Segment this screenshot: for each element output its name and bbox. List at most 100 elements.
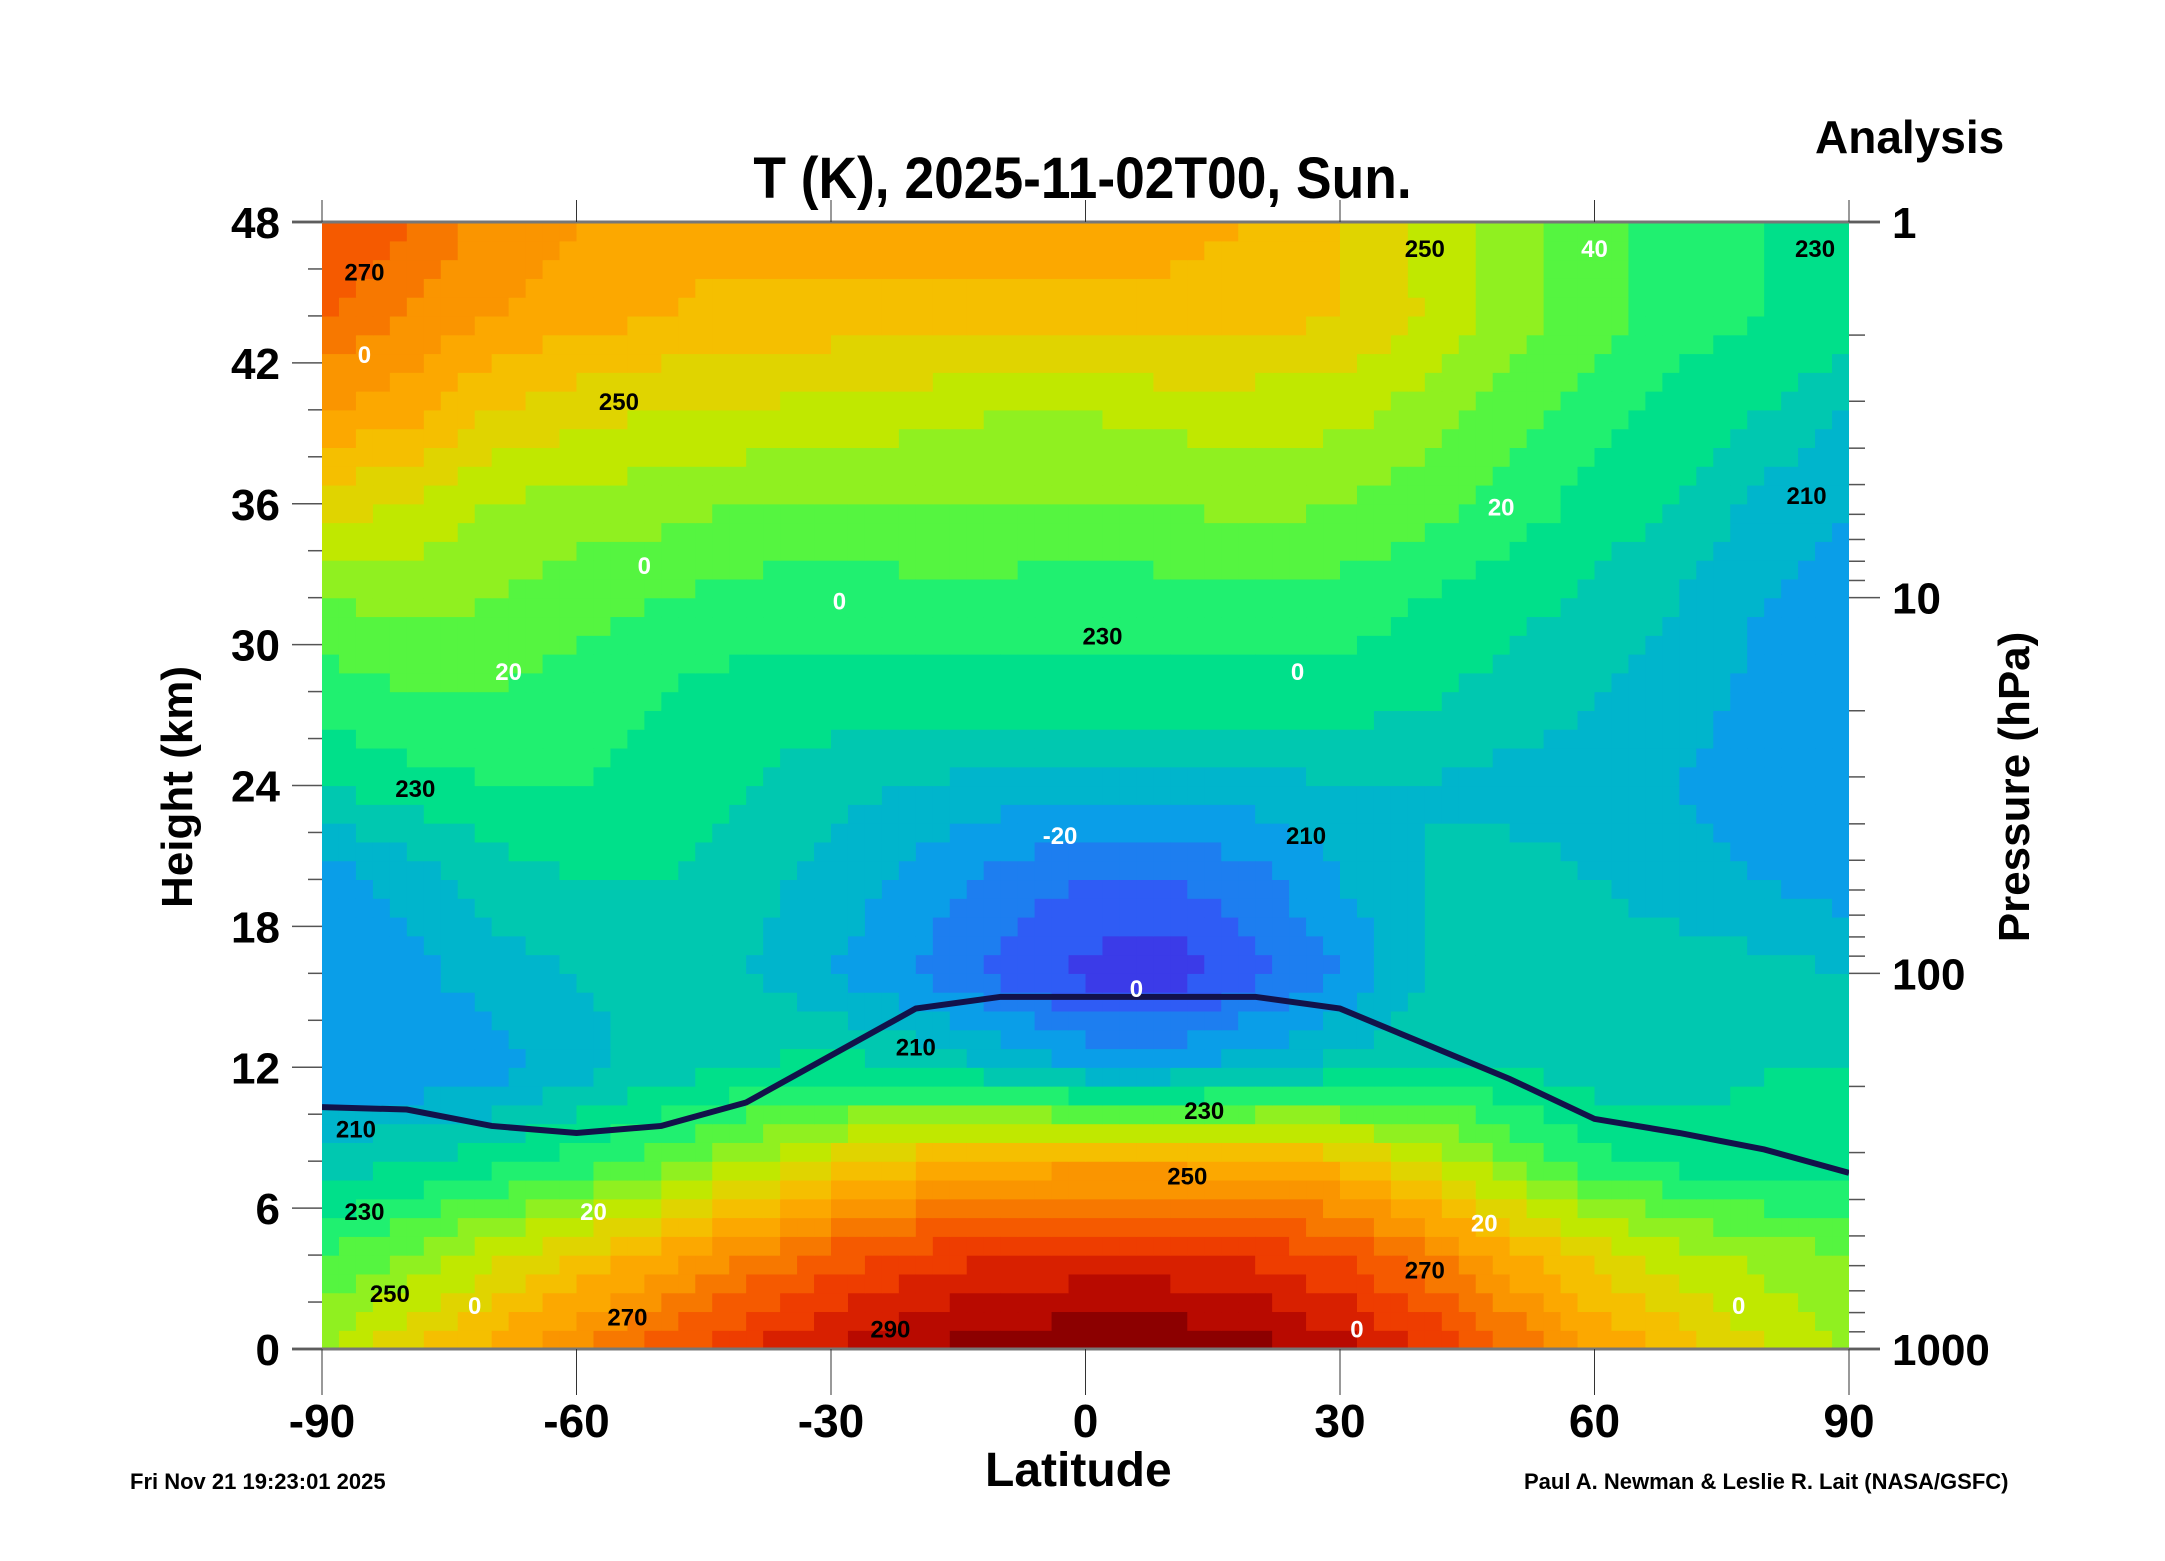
temperature-cell bbox=[1034, 654, 1053, 674]
temperature-cell bbox=[847, 484, 866, 505]
temperature-cell bbox=[1356, 1067, 1375, 1087]
temperature-cell bbox=[1221, 935, 1239, 956]
temperature-cell bbox=[423, 1311, 442, 1331]
temperature-cell bbox=[1153, 654, 1171, 674]
temperature-cell bbox=[440, 1086, 459, 1106]
temperature-cell bbox=[1662, 334, 1680, 355]
temperature-cell bbox=[1798, 898, 1816, 918]
temperature-cell bbox=[780, 578, 798, 599]
temperature-cell bbox=[610, 1048, 628, 1068]
temperature-cell bbox=[1000, 484, 1019, 505]
temperature-cell bbox=[338, 823, 357, 843]
temperature-cell bbox=[881, 1311, 900, 1331]
temperature-cell bbox=[1373, 616, 1392, 636]
temperature-cell bbox=[1051, 785, 1070, 805]
temperature-cell bbox=[898, 1292, 917, 1313]
temperature-cell bbox=[1373, 747, 1392, 768]
temperature-cell bbox=[457, 1198, 476, 1219]
temperature-cell bbox=[1136, 560, 1154, 580]
temperature-cell bbox=[932, 954, 951, 974]
temperature-cell bbox=[423, 1123, 442, 1143]
temperature-cell bbox=[763, 729, 781, 749]
temperature-cell bbox=[1272, 1311, 1290, 1331]
temperature-cell bbox=[322, 691, 340, 711]
temperature-cell bbox=[1577, 804, 1596, 824]
temperature-cell bbox=[1628, 1198, 1646, 1219]
temperature-cell bbox=[1051, 691, 1070, 711]
temperature-cell bbox=[1068, 315, 1087, 336]
temperature-cell bbox=[559, 804, 578, 824]
temperature-cell bbox=[1764, 1236, 1782, 1256]
temperature-cell bbox=[542, 315, 561, 336]
temperature-cell bbox=[712, 766, 730, 787]
temperature-cell bbox=[508, 766, 527, 787]
temperature-cell bbox=[355, 898, 374, 918]
temperature-cell bbox=[1000, 672, 1019, 693]
temperature-cell bbox=[1034, 879, 1053, 899]
temperature-cell bbox=[1085, 1142, 1104, 1162]
temperature-cell bbox=[1798, 823, 1816, 843]
temperature-cell bbox=[1611, 447, 1630, 467]
temperature-cell bbox=[372, 1048, 391, 1068]
temperature-cell bbox=[1153, 447, 1171, 467]
temperature-cell bbox=[372, 1029, 391, 1050]
temperature-cell bbox=[576, 691, 595, 711]
temperature-cell bbox=[1000, 691, 1019, 711]
temperature-cell bbox=[983, 1255, 1002, 1275]
temperature-cell bbox=[1085, 597, 1104, 618]
temperature-cell bbox=[1577, 1161, 1596, 1181]
temperature-cell bbox=[525, 823, 544, 843]
temperature-cell bbox=[1781, 1179, 1799, 1200]
temperature-cell bbox=[1730, 710, 1748, 730]
temperature-cell bbox=[864, 541, 883, 561]
temperature-cell bbox=[1119, 1179, 1137, 1200]
temperature-cell bbox=[1815, 1273, 1833, 1294]
temperature-cell bbox=[695, 841, 713, 862]
temperature-cell bbox=[1645, 860, 1663, 881]
temperature-cell bbox=[661, 785, 679, 805]
temperature-cell bbox=[1221, 391, 1239, 411]
temperature-cell bbox=[1373, 1104, 1392, 1125]
temperature-cell bbox=[627, 635, 645, 655]
temperature-cell bbox=[1390, 372, 1409, 392]
temperature-cell bbox=[1713, 1161, 1731, 1181]
temperature-cell bbox=[1781, 729, 1799, 749]
temperature-cell bbox=[1407, 729, 1426, 749]
temperature-cell bbox=[1051, 1048, 1070, 1068]
temperature-cell bbox=[508, 804, 527, 824]
temperature-cell bbox=[949, 1161, 968, 1181]
temperature-cell bbox=[1492, 1123, 1511, 1143]
temperature-cell bbox=[457, 973, 476, 993]
temperature-cell bbox=[1017, 1010, 1036, 1031]
temperature-cell bbox=[1628, 522, 1646, 542]
temperature-cell bbox=[898, 710, 917, 730]
temperature-cell bbox=[1204, 597, 1222, 618]
temperature-cell bbox=[763, 785, 781, 805]
temperature-cell bbox=[491, 1273, 510, 1294]
temperature-cell bbox=[661, 804, 679, 824]
temperature-cell bbox=[1679, 1330, 1697, 1349]
temperature-cell bbox=[1373, 1255, 1392, 1275]
temperature-cell bbox=[1543, 841, 1562, 862]
temperature-cell bbox=[695, 635, 713, 655]
temperature-cell bbox=[1509, 1104, 1528, 1125]
temperature-cell bbox=[1594, 785, 1613, 805]
temperature-cell bbox=[474, 710, 493, 730]
temperature-cell bbox=[695, 823, 713, 843]
temperature-cell bbox=[1034, 973, 1053, 993]
temperature-cell bbox=[729, 1198, 747, 1219]
temperature-cell bbox=[1289, 1161, 1307, 1181]
temperature-cell bbox=[847, 560, 866, 580]
temperature-cell bbox=[406, 1236, 425, 1256]
temperature-cell bbox=[983, 1217, 1002, 1237]
temperature-cell bbox=[1356, 785, 1375, 805]
temperature-cell bbox=[1696, 691, 1714, 711]
temperature-cell bbox=[474, 372, 493, 392]
temperature-cell bbox=[712, 1048, 730, 1068]
temperature-cell bbox=[1102, 1142, 1121, 1162]
temperature-cell bbox=[729, 597, 747, 618]
temperature-cell bbox=[1119, 1217, 1137, 1237]
temperature-cell bbox=[1475, 503, 1494, 524]
temperature-cell bbox=[1424, 992, 1443, 1012]
temperature-cell bbox=[389, 973, 408, 993]
